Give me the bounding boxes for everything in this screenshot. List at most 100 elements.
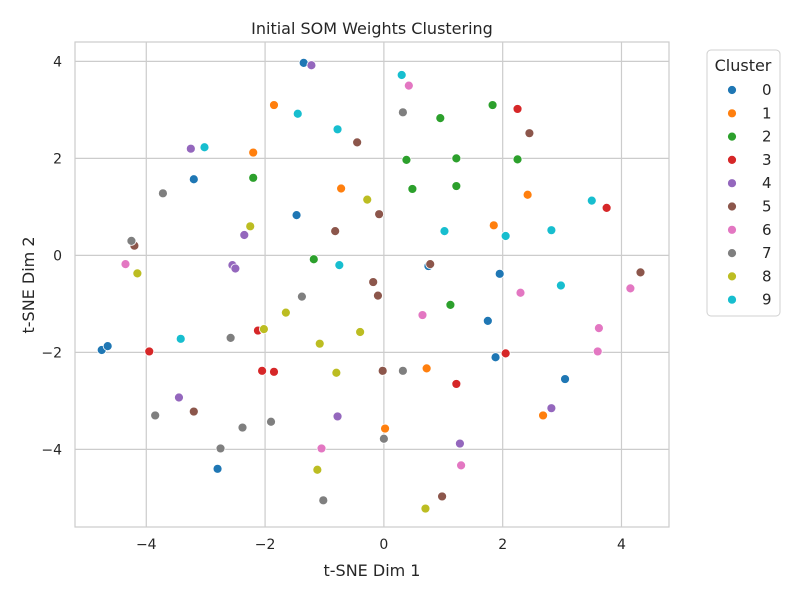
- data-point: [512, 104, 523, 114]
- legend-label: 9: [762, 291, 772, 309]
- data-point: [482, 315, 493, 326]
- data-point: [292, 108, 303, 119]
- legend-item-1: 1: [727, 104, 772, 122]
- y-axis-label: t-SNE Dim 2: [19, 237, 38, 334]
- data-point: [297, 291, 307, 302]
- chart-title: Initial SOM Weights Clustering: [251, 19, 493, 38]
- legend-label: 1: [762, 104, 772, 122]
- legend-marker: [727, 294, 737, 305]
- data-point: [239, 230, 250, 240]
- legend-item-6: 6: [727, 221, 772, 239]
- data-point: [456, 460, 467, 471]
- series-cluster-9: [175, 70, 597, 344]
- series-cluster-5: [129, 128, 646, 502]
- data-point: [490, 352, 501, 363]
- legend-label: 3: [762, 151, 772, 169]
- y-tick-label: 0: [53, 248, 62, 264]
- y-tick-label: 2: [53, 151, 62, 167]
- data-point: [546, 403, 557, 414]
- y-tick-label: 4: [53, 54, 62, 70]
- legend-label: 2: [762, 128, 772, 146]
- data-point: [314, 338, 325, 349]
- data-point: [330, 226, 341, 237]
- legend-marker: [727, 271, 737, 282]
- data-point: [158, 188, 168, 199]
- data-point: [336, 183, 347, 194]
- data-point: [258, 324, 269, 335]
- series-cluster-4: [174, 60, 557, 449]
- data-point: [245, 221, 256, 232]
- data-point: [185, 143, 196, 154]
- data-point: [625, 283, 636, 294]
- data-point: [524, 128, 535, 139]
- data-point: [635, 267, 646, 278]
- data-point: [352, 137, 363, 148]
- legend-item-4: 4: [727, 174, 772, 192]
- data-point: [377, 365, 388, 376]
- data-point: [594, 323, 604, 334]
- data-point: [380, 423, 390, 434]
- series-cluster-3: [144, 104, 612, 389]
- data-point: [316, 443, 327, 454]
- data-point: [266, 416, 276, 427]
- data-point: [445, 299, 456, 310]
- data-point: [546, 225, 557, 236]
- data-point: [120, 259, 131, 270]
- data-point: [257, 365, 268, 376]
- data-point: [487, 100, 498, 110]
- data-point: [494, 268, 505, 279]
- series-cluster-8: [132, 194, 431, 514]
- legend-marker: [727, 131, 737, 142]
- data-point: [515, 287, 526, 298]
- legend-marker: [727, 248, 737, 259]
- data-point: [225, 332, 236, 343]
- data-point: [417, 310, 428, 320]
- grid: [75, 42, 669, 527]
- series-cluster-6: [120, 80, 636, 471]
- series-cluster-7: [126, 107, 408, 506]
- data-point: [401, 154, 412, 165]
- data-point: [451, 181, 462, 191]
- legend-marker: [727, 154, 737, 165]
- legend-item-2: 2: [727, 128, 772, 146]
- legend-label: 4: [762, 174, 772, 192]
- x-tick-label: 2: [498, 537, 507, 553]
- data-point: [291, 210, 302, 221]
- data-point: [199, 142, 210, 153]
- legend-marker: [727, 85, 737, 95]
- data-point: [212, 463, 223, 474]
- data-point: [248, 147, 259, 158]
- legend-item-3: 3: [727, 151, 772, 169]
- data-point: [230, 263, 241, 274]
- legend-item-8: 8: [727, 267, 772, 285]
- data-point: [488, 220, 499, 231]
- y-tick-label: −2: [41, 345, 62, 361]
- data-point: [586, 195, 597, 206]
- legend-item-0: 0: [727, 81, 772, 99]
- data-point: [425, 259, 436, 270]
- data-point: [437, 491, 447, 502]
- data-point: [332, 411, 343, 422]
- legend-label: 6: [762, 221, 772, 239]
- legend-title: Cluster: [715, 56, 772, 75]
- data-point: [306, 60, 317, 71]
- legend-item-7: 7: [727, 244, 772, 262]
- data-point: [374, 209, 385, 220]
- data-point: [538, 410, 548, 421]
- data-point: [269, 366, 279, 377]
- data-point: [331, 367, 342, 378]
- legend-marker: [727, 201, 737, 212]
- legend-item-5: 5: [727, 198, 772, 216]
- legend: Cluster 0 1 2 3 4 5 6 7 8 9: [706, 49, 781, 317]
- x-tick-labels: −4 −2 0 2 4: [136, 537, 626, 553]
- data-point: [355, 327, 366, 337]
- legend-box: [706, 49, 781, 317]
- data-point: [451, 379, 462, 389]
- data-point: [500, 348, 511, 359]
- x-tick-label: −4: [136, 537, 157, 553]
- legend-marker: [727, 108, 737, 119]
- data-point: [175, 333, 186, 344]
- legend-item-9: 9: [727, 291, 772, 309]
- data-point: [368, 277, 379, 287]
